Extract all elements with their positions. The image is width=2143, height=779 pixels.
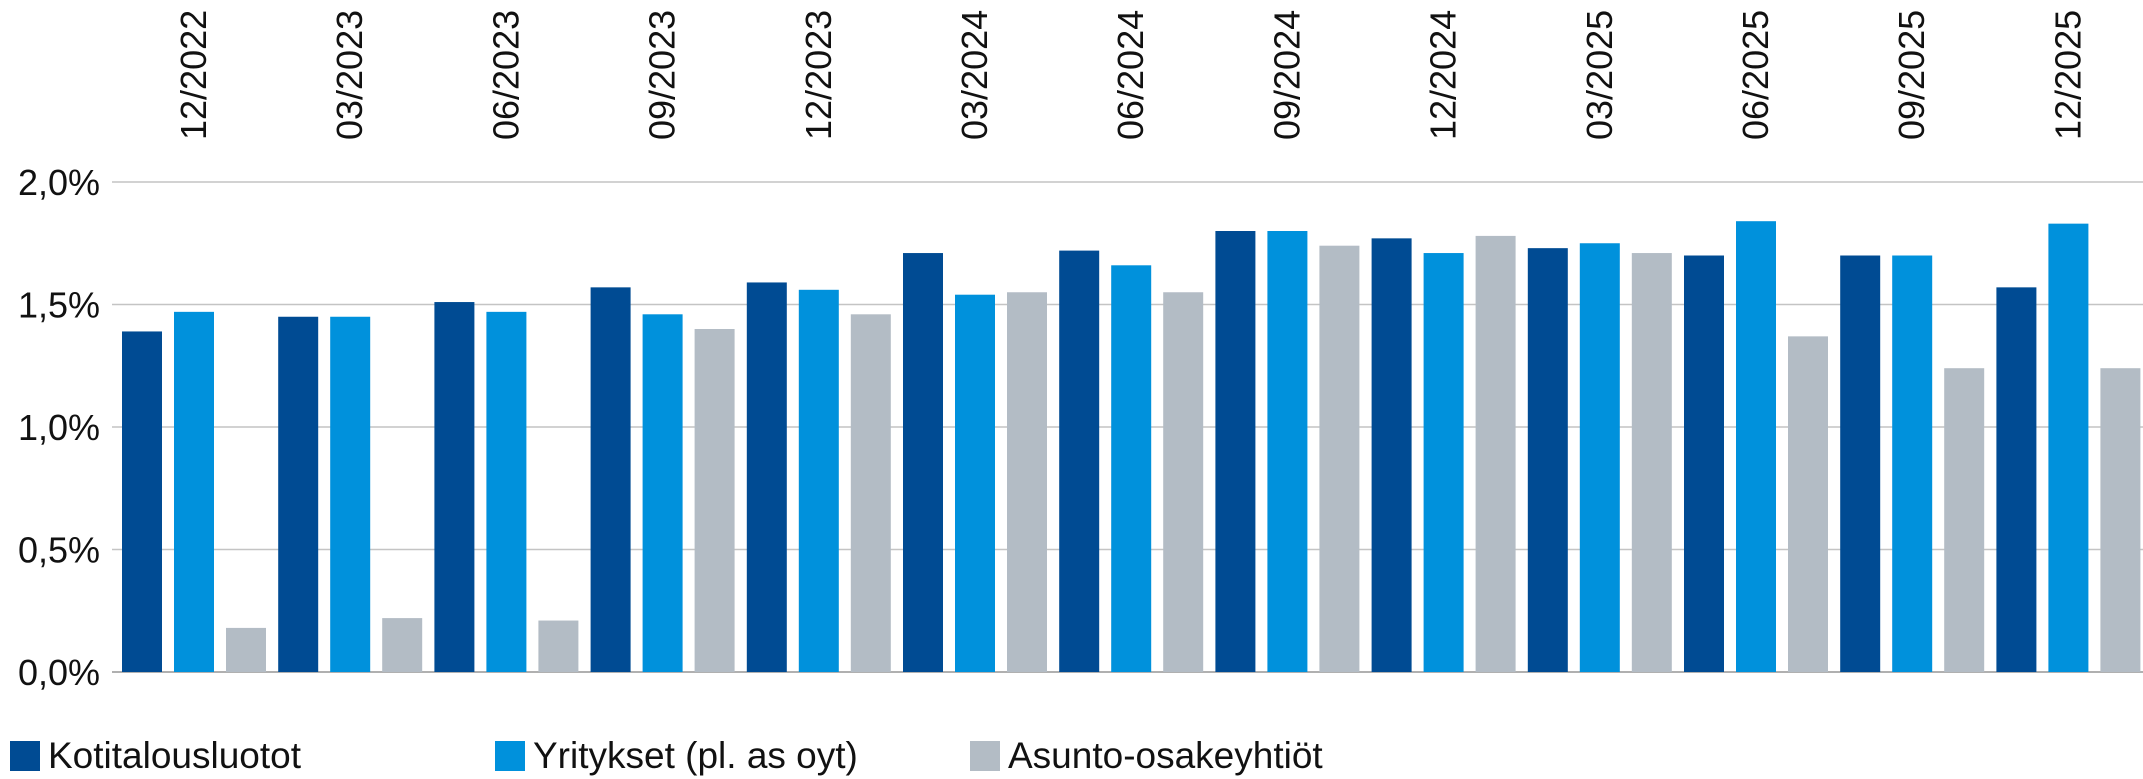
y-tick-label: 1,0% [18,407,100,448]
bar [2100,368,2141,672]
bar [798,289,839,672]
bar [1423,253,1464,673]
bar [2048,223,2089,672]
bar [486,311,527,672]
bar [1892,255,1933,672]
x-tick-label: 09/2024 [1266,10,1307,140]
bar [1111,265,1152,672]
x-tick-label: 12/2024 [1423,10,1464,140]
y-axis-tick-labels: 0,0% 0,5% 1,0% 1,5% 2,0% [18,162,100,693]
bar [850,314,891,672]
x-tick-label: 06/2024 [1110,10,1151,140]
legend-label-asunto-osakeyhtiot: Asunto-osakeyhtiöt [1008,735,1323,776]
legend-item-asunto-osakeyhtiot: Asunto-osakeyhtiöt [970,735,1323,777]
x-axis-tick-labels: 12/2022 03/2023 06/2023 09/2023 12/2023 03/20… [173,10,2088,140]
bar [746,282,787,672]
x-tick-label: 03/2025 [1579,10,1620,140]
bars [122,221,2141,673]
y-tick-label: 0,0% [18,652,100,693]
legend-item-yritykset: Yritykset (pl. as oyt) [495,735,858,777]
y-tick-label: 0,5% [18,530,100,571]
bar-chart: 0,0% 0,5% 1,0% 1,5% 2,0% 12/2022 03/2023 06/20… [18,10,2143,693]
bar [1215,231,1256,672]
bar [538,620,579,672]
bar [642,314,683,672]
y-tick-label: 1,5% [18,285,100,326]
bar [1059,250,1100,672]
bar [1527,248,1568,672]
bar [1371,238,1412,672]
y-tick-label: 2,0% [18,162,100,203]
bar [1736,221,1776,672]
bar [694,329,735,672]
bar [1007,292,1047,672]
bar [330,316,371,672]
x-tick-label: 12/2023 [798,10,839,140]
bar [1631,253,1672,673]
bar [1684,255,1724,672]
x-tick-label: 12/2025 [2047,10,2088,140]
bar [1996,287,2037,672]
x-tick-label: 03/2024 [954,10,995,140]
bar [1944,368,1985,672]
bar [382,618,423,672]
x-tick-label: 03/2023 [329,10,370,140]
bar [590,287,631,672]
bar [955,294,995,672]
legend-label-kotitalousluotot: Kotitalousluotot [48,735,302,776]
bar [226,627,266,672]
bar [278,316,319,672]
legend-item-kotitalousluotot: Kotitalousluotot [10,735,301,777]
bar [122,331,162,672]
x-tick-label: 12/2022 [173,10,214,140]
bar [174,311,214,672]
bar [1267,231,1308,672]
bar [1163,292,1204,672]
bar [1579,243,1620,672]
bar [434,302,475,672]
legend-swatch-asunto-osakeyhtiot [970,741,1000,771]
bar [1319,245,1360,672]
legend-label-yritykset: Yritykset (pl. as oyt) [533,735,858,776]
legend-swatch-kotitalousluotot [10,741,40,771]
legend-swatch-yritykset [495,741,525,771]
x-tick-label: 06/2025 [1735,10,1776,140]
x-tick-label: 06/2023 [485,10,526,140]
bar [903,253,943,673]
bar [1840,255,1881,672]
bar [1475,235,1516,672]
x-tick-label: 09/2025 [1891,10,1932,140]
bar [1788,336,1828,672]
x-tick-label: 09/2023 [642,10,683,140]
